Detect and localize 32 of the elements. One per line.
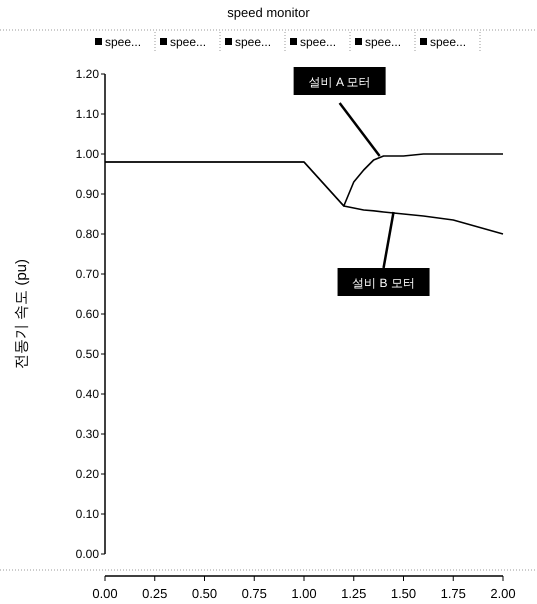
- text: spee...: [430, 35, 466, 49]
- y-tick-label: 1.00: [76, 147, 100, 161]
- x-tick-label: 0.00: [92, 586, 118, 601]
- y-axis-title: 전동기 속도 (pu): [13, 258, 30, 370]
- x-tick-label: 1.25: [341, 586, 366, 601]
- legend-label: spee...: [105, 35, 142, 49]
- y-tick-label: 1.10: [76, 107, 100, 121]
- text: spee...: [365, 35, 402, 49]
- y-tick-label: 0.90: [76, 187, 100, 201]
- chart-title: speed monitor: [227, 5, 310, 20]
- y-tick-label: 0.40: [76, 387, 100, 401]
- y-tick-label: 0.30: [76, 427, 100, 441]
- legend-label: spee...: [170, 35, 206, 49]
- text: spee...: [300, 35, 336, 49]
- x-tick-label: 1.50: [390, 586, 416, 601]
- y-tick-label: 0.10: [76, 507, 100, 521]
- text: spee...: [235, 35, 272, 49]
- x-tick-label: 2.00: [490, 586, 516, 601]
- y-tick-label: 1.20: [76, 67, 100, 81]
- x-tick-label: 0.75: [242, 586, 267, 601]
- annotation: 설비 A 모터: [308, 75, 371, 89]
- x-tick-label: 1.75: [440, 586, 466, 601]
- y-tick-label: 0.00: [76, 547, 100, 561]
- x-tick-label: 0.50: [192, 586, 218, 601]
- y-tick-label: 0.70: [76, 267, 100, 281]
- annotation: 설비 B 모터: [352, 276, 415, 290]
- x-tick-label: 1.00: [291, 586, 317, 601]
- y-tick-label: 0.60: [76, 307, 100, 321]
- y-tick-label: 0.20: [76, 467, 100, 481]
- x-tick-label: 0.25: [142, 586, 168, 601]
- y-tick-label: 0.80: [76, 227, 100, 241]
- y-tick-label: 0.50: [76, 347, 100, 361]
